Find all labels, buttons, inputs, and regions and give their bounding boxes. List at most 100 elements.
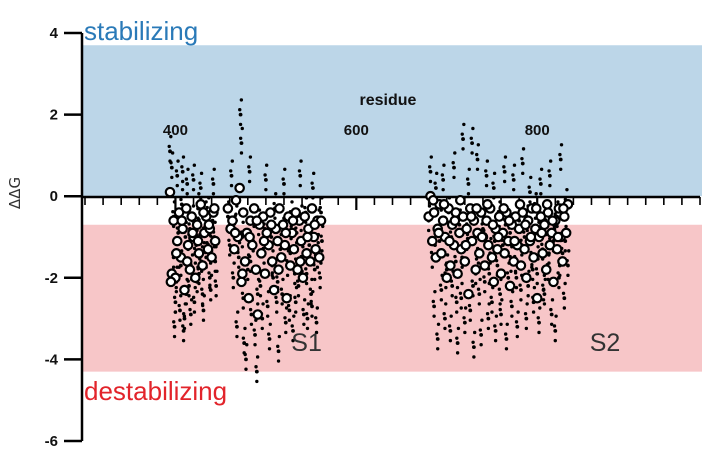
data-point-small — [547, 169, 551, 173]
data-point-small — [246, 277, 250, 282]
data-point-small — [180, 187, 185, 192]
data-point-small — [262, 261, 266, 265]
data-point-small — [187, 294, 191, 298]
data-point-small — [318, 275, 323, 280]
data-point-open — [256, 248, 267, 259]
data-point-small — [311, 186, 315, 190]
data-point-small — [170, 151, 175, 155]
data-point-small — [268, 322, 272, 327]
data-point-open — [438, 199, 450, 210]
data-point-small — [255, 287, 259, 291]
data-point-small — [499, 312, 503, 317]
data-point-small — [489, 295, 493, 300]
data-point-small — [503, 155, 508, 159]
y-tick-label: -6 — [45, 433, 58, 450]
data-point-small — [192, 300, 197, 305]
data-point-small — [239, 151, 244, 155]
data-point-small — [313, 277, 317, 282]
data-point-open — [192, 235, 204, 247]
data-point-open — [557, 256, 568, 267]
data-point-small — [255, 355, 260, 359]
data-point-small — [179, 197, 183, 202]
data-point-small — [509, 299, 513, 304]
data-point-small — [265, 299, 269, 304]
data-point-small — [200, 287, 204, 291]
data-point-open — [498, 203, 510, 214]
data-point-open — [230, 194, 242, 206]
data-point-open — [520, 219, 531, 231]
data-point-small — [455, 336, 459, 340]
data-point-open — [176, 215, 188, 226]
data-point-small — [208, 285, 212, 290]
data-point-small — [294, 310, 298, 314]
data-point-small — [184, 177, 189, 181]
data-point-small — [567, 249, 571, 253]
data-point-open — [479, 260, 491, 271]
data-point-small — [538, 306, 542, 310]
data-point-small — [524, 316, 529, 321]
data-point-small — [234, 320, 238, 324]
data-point-small — [477, 302, 482, 306]
data-point-open — [444, 235, 455, 247]
data-point-small — [450, 284, 455, 288]
data-point-small — [310, 277, 314, 282]
data-point-small — [566, 273, 570, 278]
data-point-small — [182, 314, 187, 318]
data-point-small — [294, 285, 299, 290]
data-point-small — [430, 265, 434, 269]
data-point-small — [182, 316, 187, 321]
data-point-small — [293, 300, 298, 305]
data-point-small — [178, 308, 182, 313]
data-point-small — [211, 182, 216, 186]
data-point-small — [429, 250, 434, 255]
data-point-small — [319, 234, 323, 238]
data-point-small — [284, 306, 289, 310]
data-point-small — [211, 192, 216, 196]
data-point-small — [467, 167, 471, 171]
data-point-small — [267, 337, 272, 341]
data-point-open — [488, 276, 500, 288]
data-point-open — [504, 280, 516, 292]
data-point-small — [244, 357, 248, 362]
data-point-small — [301, 312, 306, 317]
data-point-small — [230, 271, 235, 275]
data-point-small — [530, 263, 534, 267]
data-point-small — [492, 196, 496, 200]
data-point-small — [463, 306, 468, 310]
data-point-small — [443, 316, 447, 321]
data-point-small — [300, 204, 304, 208]
data-point-small — [287, 318, 292, 322]
data-point-small — [185, 192, 189, 196]
data-point-open — [313, 252, 325, 263]
data-point-open — [209, 235, 221, 247]
data-point-open — [551, 243, 563, 255]
data-point-small — [553, 212, 557, 216]
data-point-small — [524, 326, 529, 331]
data-point-small — [236, 310, 240, 314]
data-point-small — [276, 344, 280, 349]
data-point-small — [305, 316, 310, 321]
data-point-small — [537, 330, 541, 335]
data-point-small — [264, 163, 269, 167]
data-point-small — [188, 307, 192, 312]
data-point-small — [304, 312, 309, 316]
data-point-small — [441, 177, 446, 182]
data-point-open — [165, 276, 177, 288]
data-point-small — [305, 326, 310, 331]
data-point-open — [203, 219, 215, 231]
data-point-open — [548, 276, 559, 288]
data-point-small — [254, 369, 259, 374]
data-point-small — [455, 351, 460, 355]
data-point-small — [248, 155, 253, 159]
data-point-small — [497, 287, 502, 291]
data-point-small — [489, 236, 493, 241]
data-point-small — [511, 177, 516, 182]
data-point-small — [229, 183, 234, 188]
data-point-small — [258, 284, 263, 288]
data-point-small — [547, 261, 551, 265]
data-point-small — [230, 159, 235, 163]
data-point-small — [539, 167, 544, 171]
data-point-small — [559, 167, 563, 171]
data-point-small — [436, 322, 441, 327]
